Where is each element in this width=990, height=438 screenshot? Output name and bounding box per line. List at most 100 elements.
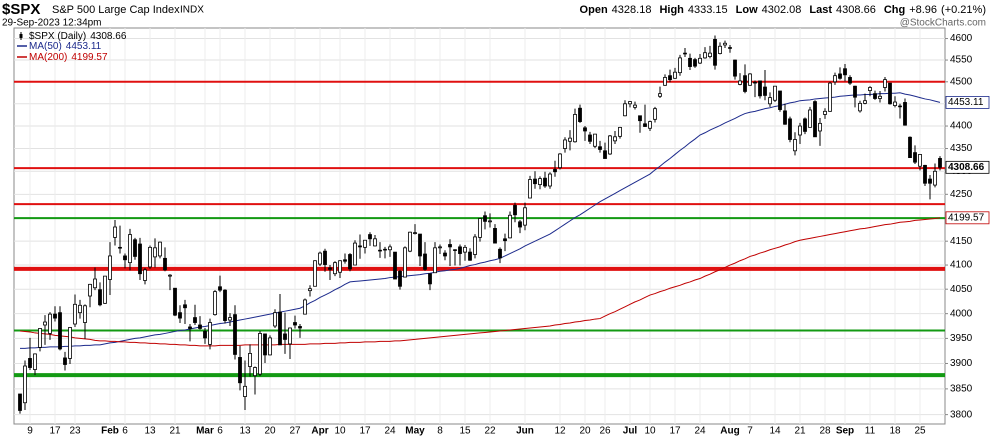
candle-body	[828, 82, 832, 112]
candle-body	[523, 207, 527, 226]
value-box-label: 4199.57	[948, 212, 985, 223]
candle-body	[578, 107, 582, 122]
candle-body	[788, 118, 792, 140]
candle-body	[573, 114, 577, 143]
candle-body	[783, 110, 787, 125]
x-tick-label: 24	[384, 426, 396, 437]
candle-body	[503, 238, 507, 242]
candle-body	[803, 118, 807, 132]
candle-body	[748, 73, 752, 86]
candle-body	[128, 234, 132, 264]
candle-body	[183, 304, 187, 309]
candle-body	[878, 95, 882, 99]
candle-body	[168, 274, 172, 277]
quote-value: 4333.15	[688, 4, 728, 16]
candle-body	[478, 218, 482, 238]
legend-name: MA(50)	[29, 41, 62, 52]
candle-body	[73, 303, 77, 325]
candle-body	[53, 313, 57, 319]
x-tick-label: 8	[437, 426, 443, 437]
y-tick-label: 4400	[950, 121, 973, 132]
levels	[14, 80, 945, 378]
value-box-label: 4453.11	[948, 97, 984, 108]
candle-body	[328, 267, 332, 270]
candle-body	[373, 238, 377, 247]
candle-body	[588, 134, 592, 142]
candle-body	[718, 45, 722, 54]
y-tick-label: 4350	[950, 143, 973, 154]
candle-body	[518, 221, 522, 228]
candle-body	[778, 90, 782, 110]
y-tick-label: 4000	[950, 308, 973, 319]
x-tick-label: 10	[334, 426, 346, 437]
candle-body	[508, 214, 512, 239]
candle-body	[113, 226, 117, 238]
candle-body	[838, 73, 842, 79]
x-tick-label: Jul	[623, 426, 638, 437]
candle-body	[263, 333, 267, 356]
y-tick-label: 4150	[950, 236, 973, 247]
candle-body	[558, 153, 562, 169]
candle-body	[133, 239, 137, 257]
y-tick-label: 3900	[950, 358, 973, 369]
x-tick-label: 17	[669, 426, 681, 437]
candle-body	[623, 103, 627, 117]
value-box	[945, 96, 990, 109]
x-tick-label: 26	[599, 426, 611, 437]
candle-body	[208, 322, 212, 345]
candle-body	[368, 234, 372, 240]
candle-body	[253, 367, 257, 377]
candle-body	[173, 287, 177, 316]
candle-body	[428, 273, 432, 285]
candle-body	[383, 248, 387, 251]
candle-body	[268, 337, 272, 356]
y-tick-label: 4100	[950, 260, 973, 271]
candle-body	[393, 251, 397, 280]
candle-body	[493, 228, 497, 244]
candle-body	[23, 365, 27, 404]
candle-body	[923, 164, 927, 184]
x-tick-label: Sep	[836, 426, 854, 437]
candle-body	[753, 81, 757, 84]
x-tick-label: Apr	[311, 426, 328, 437]
candle-body	[898, 105, 902, 108]
x-tick-label: 6	[217, 426, 223, 437]
quote-value: 4328.18	[612, 4, 652, 16]
candle-body	[33, 353, 37, 370]
x-tick-label: 15	[459, 426, 471, 437]
candle-body	[388, 246, 392, 251]
labels: 3800385039003950400040504100415042004250…	[27, 33, 990, 437]
candle-body	[243, 385, 247, 397]
ma-line	[20, 92, 941, 349]
candle-body	[288, 327, 292, 345]
candle-body	[513, 205, 517, 216]
quote: Open 4328.18 High 4333.15 Low 4302.08 Last 4308…	[580, 4, 986, 16]
candle-body	[528, 179, 532, 199]
candle-body	[143, 269, 147, 281]
candle-body	[633, 104, 637, 108]
candle-body	[313, 260, 317, 287]
candle-body	[228, 317, 232, 321]
candle-body	[158, 241, 162, 257]
candle-body	[378, 249, 382, 252]
candle-body	[68, 327, 72, 359]
candle-body	[883, 79, 887, 88]
candle-body	[858, 102, 862, 112]
x-tick-label: 21	[169, 426, 181, 437]
candle-body	[38, 328, 42, 348]
x-tick-label: May	[405, 426, 425, 437]
y-tick-label: 4600	[950, 33, 973, 44]
candle-body	[758, 80, 762, 97]
y-tick-label: 3850	[950, 384, 973, 395]
candle-body	[278, 311, 282, 346]
quote-label: Low	[736, 4, 758, 16]
x-tick-label: 27	[289, 426, 301, 437]
symbol: $SPX	[2, 1, 40, 18]
candle-body	[868, 87, 872, 91]
candle-body	[583, 127, 587, 132]
candle-body	[903, 102, 907, 126]
candle-body	[743, 75, 747, 92]
candle-body	[463, 246, 467, 253]
candle-body	[603, 150, 607, 159]
